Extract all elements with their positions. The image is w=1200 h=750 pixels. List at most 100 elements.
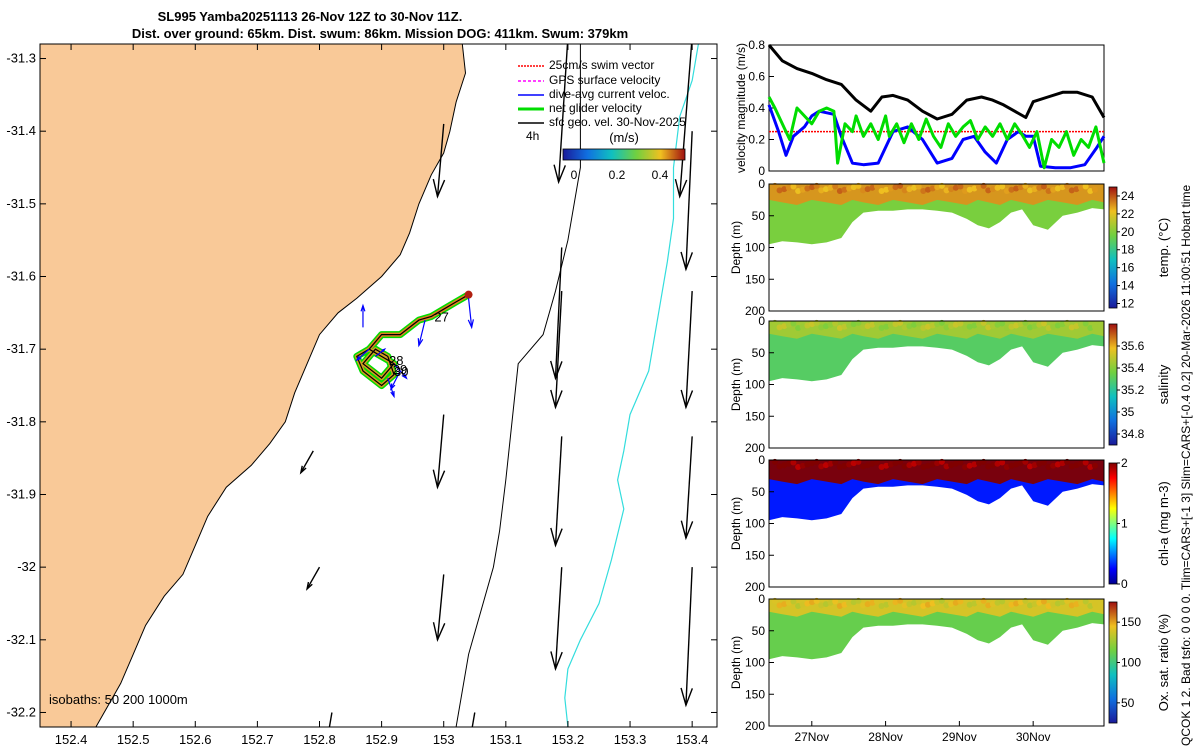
track-end-marker: [464, 290, 473, 299]
salinity-sample-dot: [901, 324, 908, 331]
temperature-sample-dot: [911, 184, 918, 191]
chlorophyll-sample-dot: [790, 459, 797, 466]
salinity-sample-dot: [1040, 320, 1047, 327]
track-centerline: [368, 294, 469, 350]
temperature-sample-dot: [878, 187, 885, 194]
land-area: [40, 44, 467, 727]
chlorophyll-sample-dot: [943, 463, 950, 470]
oxygen-sample-dot: [864, 601, 871, 608]
dive-current-arrow-shaft: [467, 298, 473, 328]
chlorophyll-sample-dot: [952, 460, 959, 467]
temperature-sample-dot: [818, 187, 825, 194]
oxygen-ytick-label: 150: [745, 687, 765, 701]
geo-velocity-arrow: [680, 436, 694, 541]
oxygen-sample-dot: [929, 600, 936, 607]
temperature-ylabel: Depth (m): [729, 221, 743, 274]
temperature-colorbar-tick-label: 16: [1121, 261, 1135, 275]
chlorophyll-sample-dot: [795, 463, 802, 470]
map-xtick-label: 152.5: [117, 732, 150, 747]
track-loop-centerline: [356, 348, 395, 387]
temperature-colorbar-label: temp. (°C): [1156, 218, 1171, 277]
chlorophyll-sample-dot: [915, 459, 922, 466]
chlorophyll-sample-dot: [887, 461, 894, 468]
salinity-sample-dot: [1073, 323, 1080, 330]
oxygen-sample-dot: [1087, 602, 1094, 609]
map-xtick-label: 152.9: [365, 732, 398, 747]
geo-velocity-arrow: [471, 712, 476, 727]
chlorophyll-sample-dot: [869, 460, 876, 467]
chlorophyll-sample-dot: [1059, 460, 1066, 467]
geo-velocity-arrow-head: [432, 469, 446, 490]
map-xtick-label: 153: [433, 732, 455, 747]
oxygen-sample-dot: [994, 599, 1001, 606]
temperature-sample-dot: [776, 187, 783, 194]
map-legend: 25cm/s swim vector GPS surface velocity …: [518, 58, 686, 182]
chlorophyll-sample-dot: [846, 461, 853, 468]
map-ytick-label: -32: [17, 559, 36, 574]
temperature-sample-dot: [1073, 186, 1080, 193]
temperature-sample-dot: [1050, 186, 1057, 193]
temperature-sample-dot: [929, 185, 936, 192]
salinity-sample-dot: [1027, 324, 1034, 331]
oxygen-sample-dot: [966, 601, 973, 608]
chlorophyll-colorbar: [1108, 462, 1118, 585]
oxygen-colorbar-tick-label: 100: [1121, 656, 1141, 670]
oxygen-sample-dot: [892, 599, 899, 606]
map-colorbar: [562, 148, 686, 161]
salinity-sample-dot: [971, 322, 978, 329]
salinity-sample-dot: [1003, 324, 1010, 331]
salinity-sample-dot: [790, 320, 797, 327]
map-xtick-label: 153.2: [552, 732, 585, 747]
isobath-1000m: [564, 44, 699, 727]
chlorophyll-sample-dot: [878, 463, 885, 470]
salinity-sample-dot: [1017, 321, 1024, 328]
dive-current-arrow: [375, 347, 387, 357]
oxygen-sample-dot: [943, 602, 950, 609]
salinity-sample-dot: [841, 323, 848, 330]
dive-current-arrow-head: [355, 355, 362, 362]
oxygen-ytick-label: 50: [752, 624, 766, 638]
salinity-sample-dot: [989, 323, 996, 330]
geo-velocity-arrow-head: [432, 178, 446, 199]
chlorophyll-sample-dot: [799, 462, 806, 469]
salinity-sample-dot: [1059, 321, 1066, 328]
salinity-sample-dot: [1087, 324, 1094, 331]
map-ytick-label: -31.5: [6, 196, 36, 211]
salinity-colorbar-tick-label: 34.8: [1121, 427, 1145, 441]
oxygen-sample-dot: [1031, 601, 1038, 608]
temperature-sample-dot: [943, 187, 950, 194]
salinity-sample-dot: [948, 323, 955, 330]
temperature-sample-dot: [832, 183, 839, 190]
temperature-sample-dot: [860, 187, 867, 194]
oxygen-sample-dot: [962, 602, 969, 609]
oxygen-sample-dot: [1013, 600, 1020, 607]
geo-velocity-arrow-shaft: [685, 567, 693, 706]
map-frame: [39, 43, 718, 728]
temperature-sample-dot: [795, 187, 802, 194]
map-ytick-label: -31.6: [6, 269, 36, 284]
chlorophyll-sample-dot: [832, 459, 839, 466]
salinity-sample-dot: [822, 323, 829, 330]
chlorophyll-sample-dot: [929, 461, 936, 468]
geo-velocity-arrow-head: [680, 389, 694, 410]
geo-velocity-arrow: [305, 566, 321, 591]
salinity-sample-dot: [776, 324, 783, 331]
oxygen-sample-dot: [948, 601, 955, 608]
salinity-sample-dot: [962, 324, 969, 331]
salinity-sample-dot: [878, 324, 885, 331]
geo-velocity-arrow-head: [680, 251, 694, 272]
chlorophyll-sample-dot: [841, 462, 848, 469]
oxygen-sample-dot: [818, 602, 825, 609]
salinity-sample-dot: [809, 321, 816, 328]
oxygen-sample-dot: [1008, 601, 1015, 608]
geo-velocity-arrow-head: [432, 622, 446, 643]
chlorophyll-sample-dot: [1013, 461, 1020, 468]
temperature-sample-dot: [799, 186, 806, 193]
geo-velocity-arrow-head: [550, 651, 563, 672]
salinity-ytick-label: 150: [745, 409, 765, 423]
map-ytick-label: -32.2: [6, 704, 36, 719]
salinity-sample-dot: [883, 323, 890, 330]
chlorophyll-sample-dot: [971, 461, 978, 468]
velocity-series-net: [767, 96, 1106, 170]
